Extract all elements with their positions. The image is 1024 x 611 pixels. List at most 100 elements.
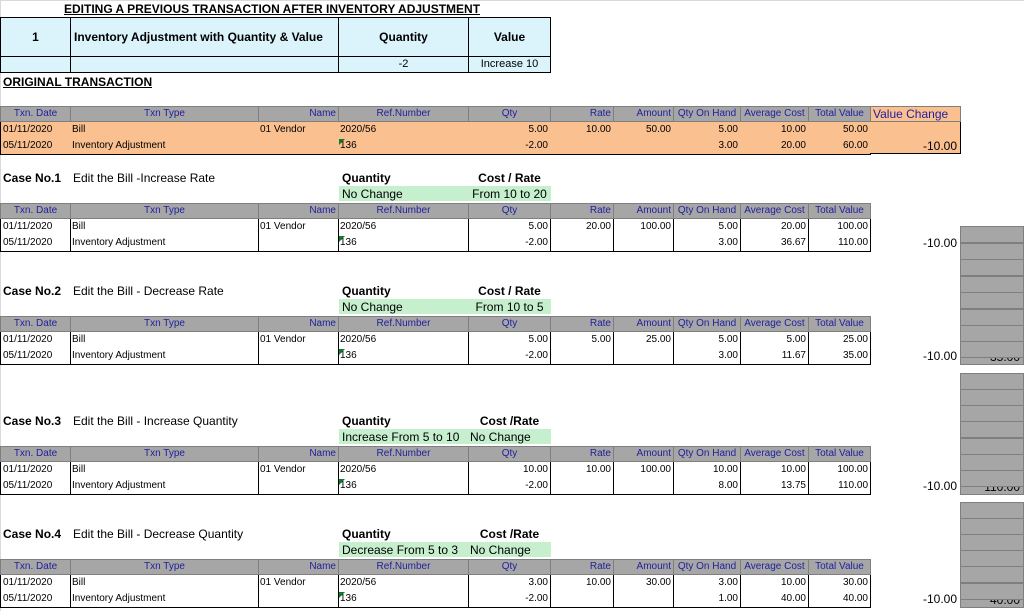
cell-rate[interactable]: 20.00 [550,219,614,235]
case-cost-value[interactable]: From 10 to 20 [472,186,547,201]
cell-total[interactable]: 110.00 [808,235,871,251]
column-header-total[interactable]: Total Value [808,446,871,462]
column-header-type[interactable]: Txn Type [70,559,259,575]
result-column-cell[interactable] [960,421,1024,438]
column-header-qty[interactable]: Qty [468,106,551,122]
cell-onhand[interactable]: 10.00 [673,462,741,478]
column-header-rate[interactable]: Rate [550,316,614,332]
cell-type[interactable]: Inventory Adjustment [70,591,259,607]
result-column-cell[interactable] [960,259,1024,276]
column-header-onhand[interactable]: Qty On Hand [673,106,741,122]
cell-name[interactable]: 01 Vendor [258,332,339,348]
cell-amount[interactable] [613,348,674,364]
column-header-avg[interactable]: Average Cost [740,559,809,575]
cell-ref[interactable]: 2020/56 [338,575,469,591]
column-header-total[interactable]: Total Value [808,316,871,332]
case-quantity-value[interactable]: Decrease From 5 to 3 [339,542,551,557]
column-header-name[interactable]: Name [258,559,339,575]
column-header-type[interactable]: Txn Type [70,446,259,462]
column-header-ref[interactable]: Ref.Number [338,446,469,462]
cell-date[interactable]: 01/11/2020 [0,462,71,478]
result-column-cell[interactable] [960,292,1024,309]
cell-date[interactable]: 01/11/2020 [0,219,71,235]
cell-avg[interactable]: 13.75 [740,478,809,494]
cell-qty[interactable]: 10.00 [468,462,551,478]
cell-qty[interactable]: 3.00 [468,575,551,591]
cell-rate[interactable] [550,138,614,154]
result-column-cell[interactable] [960,243,1024,260]
cell-name[interactable] [258,138,339,154]
result-column-cell[interactable] [960,502,1024,519]
header-scenario-label[interactable]: Inventory Adjustment with Quantity & Val… [70,17,339,57]
cell-rate[interactable]: 10.00 [550,575,614,591]
column-header-ref[interactable]: Ref.Number [338,559,469,575]
cell-rate[interactable]: 10.00 [550,122,614,138]
header-quantity-value[interactable]: -2 [338,56,469,73]
cell-total[interactable]: 35.00 [808,348,871,364]
case-quantity-value[interactable]: No Change [339,299,551,314]
cell-name[interactable]: 01 Vendor [258,462,339,478]
cell-avg[interactable]: 10.00 [740,575,809,591]
cell-date[interactable]: 01/11/2020 [0,575,71,591]
result-column-cell[interactable] [960,534,1024,551]
cell-ref[interactable]: 136 [338,235,469,251]
result-column-cell[interactable] [960,226,1024,243]
cell-amount[interactable]: 100.00 [613,462,674,478]
cell-qty[interactable]: -2.00 [468,235,551,251]
column-header-total[interactable]: Total Value [808,203,871,219]
cell-name[interactable] [258,348,339,364]
result-column-cell[interactable] [960,470,1024,487]
cell-amount[interactable]: 100.00 [613,219,674,235]
result-column-cell[interactable] [960,373,1024,390]
cell-type[interactable]: Inventory Adjustment [70,235,259,251]
column-header-date[interactable]: Txn. Date [0,203,71,219]
cell-type[interactable]: Inventory Adjustment [70,478,259,494]
column-header-qty[interactable]: Qty [468,446,551,462]
cell-type[interactable]: Bill [70,462,259,478]
cell-qty[interactable]: -2.00 [468,348,551,364]
header-value-label[interactable]: Value [468,17,551,57]
column-header-avg[interactable]: Average Cost [740,446,809,462]
column-header-name[interactable]: Name [258,316,339,332]
cell-date[interactable]: 05/11/2020 [0,235,71,251]
case-quantity-value[interactable]: No Change [339,186,551,201]
cell-onhand[interactable]: 3.00 [673,348,741,364]
cell-rate[interactable] [550,478,614,494]
cell-date[interactable]: 05/11/2020 [0,478,71,494]
column-header-type[interactable]: Txn Type [70,106,259,122]
cell-amount[interactable]: 25.00 [613,332,674,348]
column-header-amount[interactable]: Amount [613,106,674,122]
cell-rate[interactable]: 10.00 [550,462,614,478]
cell-ref[interactable]: 136 [338,138,469,154]
column-header-onhand[interactable]: Qty On Hand [673,203,741,219]
cell-date[interactable]: 01/11/2020 [0,122,71,138]
case-value-change[interactable]: -10.00 [922,236,957,250]
original-value-change-bill[interactable] [870,122,961,138]
column-header-amount[interactable]: Amount [613,316,674,332]
header-empty-2[interactable] [70,56,339,73]
cell-ref[interactable]: 136 [338,478,469,494]
column-header-type[interactable]: Txn Type [70,203,259,219]
cell-ref[interactable]: 2020/56 [338,219,469,235]
cell-name[interactable] [258,478,339,494]
header-value-value[interactable]: Increase 10 [468,56,551,73]
case-quantity-value[interactable]: Increase From 5 to 10 [339,429,551,444]
cell-name[interactable]: 01 Vendor [258,122,339,138]
result-column-cell[interactable] [960,405,1024,422]
cell-total[interactable]: 40.00 [808,591,871,607]
cell-name[interactable]: 01 Vendor [258,575,339,591]
cell-ref[interactable]: 2020/56 [338,122,469,138]
column-header-date[interactable]: Txn. Date [0,316,71,332]
cell-name[interactable]: 01 Vendor [258,219,339,235]
cell-onhand[interactable]: 5.00 [673,219,741,235]
cell-total[interactable]: 50.00 [808,122,871,138]
result-column-cell[interactable] [960,389,1024,406]
cell-amount[interactable] [613,591,674,607]
cell-type[interactable]: Inventory Adjustment [70,348,259,364]
cell-total[interactable]: 30.00 [808,575,871,591]
result-column-cell[interactable] [960,325,1024,342]
column-header-qty[interactable]: Qty [468,559,551,575]
cell-total[interactable]: 110.00 [808,478,871,494]
column-header-rate[interactable]: Rate [550,106,614,122]
